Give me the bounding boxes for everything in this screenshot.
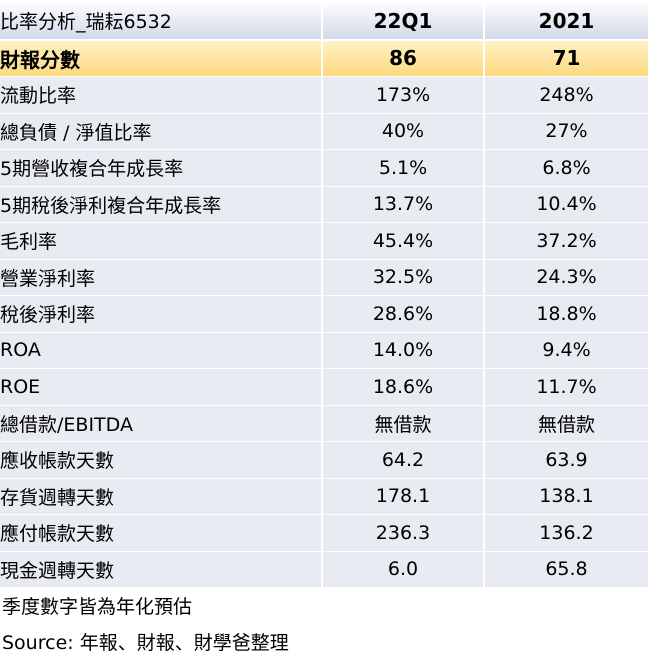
row-label: 流動比率 [0,77,323,114]
row-value-22q1: 173% [323,77,485,114]
row-value-22q1: 28.6% [323,296,485,333]
table-row: 總負債 / 淨值比率 40% 27% [0,113,648,150]
row-value-2021: 11.7% [485,369,648,406]
row-value-2021: 24.3% [485,259,648,296]
row-value-2021: 136.2 [485,515,648,552]
table-row: 總借款/EBITDA 無借款 無借款 [0,405,648,442]
row-value-2021: 63.9 [485,442,648,479]
table-row: 流動比率 173% 248% [0,77,648,114]
source-note: Source: 年報、財報、財學爸整理 [2,632,289,654]
score-row: 財報分數 86 71 [0,40,648,77]
row-label: 應收帳款天數 [0,442,323,479]
row-value-22q1: 178.1 [323,478,485,515]
table-row: 應付帳款天數 236.3 136.2 [0,515,648,552]
row-value-2021: 6.8% [485,150,648,187]
row-value-22q1: 45.4% [323,223,485,260]
table-row: ROE 18.6% 11.7% [0,369,648,406]
row-value-22q1: 236.3 [323,515,485,552]
table-row: 5期稅後淨利複合年成長率 13.7% 10.4% [0,186,648,223]
row-value-2021: 248% [485,77,648,114]
row-label: 總負債 / 淨值比率 [0,113,323,150]
score-value-22q1: 86 [323,40,485,77]
table-row: 現金週轉天數 6.0 65.8 [0,551,648,588]
row-value-22q1: 5.1% [323,150,485,187]
annualized-note: 季度數字皆為年化預估 [2,596,193,618]
table-row: 應收帳款天數 64.2 63.9 [0,442,648,479]
table-row: 5期營收複合年成長率 5.1% 6.8% [0,150,648,187]
row-value-22q1: 64.2 [323,442,485,479]
row-label: 毛利率 [0,223,323,260]
row-value-22q1: 32.5% [323,259,485,296]
row-value-2021: 65.8 [485,551,648,588]
row-value-22q1: 13.7% [323,186,485,223]
row-label: ROE [0,369,323,406]
row-label: 現金週轉天數 [0,551,323,588]
row-value-22q1: 18.6% [323,369,485,406]
table-row: 營業淨利率 32.5% 24.3% [0,259,648,296]
row-value-2021: 9.4% [485,332,648,369]
column-header-2021: 2021 [485,3,648,41]
row-label: ROA [0,332,323,369]
row-value-2021: 18.8% [485,296,648,333]
row-label: 5期稅後淨利複合年成長率 [0,186,323,223]
row-value-2021: 138.1 [485,478,648,515]
row-label: 稅後淨利率 [0,296,323,333]
score-label: 財報分數 [0,40,323,77]
row-value-22q1: 6.0 [323,551,485,588]
row-value-2021: 10.4% [485,186,648,223]
row-value-22q1: 無借款 [323,405,485,442]
row-value-2021: 27% [485,113,648,150]
row-value-2021: 37.2% [485,223,648,260]
row-label: 總借款/EBITDA [0,405,323,442]
row-label: 5期營收複合年成長率 [0,150,323,187]
row-value-22q1: 14.0% [323,332,485,369]
ratio-table: 比率分析_瑞耘6532 22Q1 2021 財報分數 86 71 流動比率 17… [0,3,648,588]
table-row: 稅後淨利率 28.6% 18.8% [0,296,648,333]
column-header-22q1: 22Q1 [323,3,485,41]
row-label: 應付帳款天數 [0,515,323,552]
table-title: 比率分析_瑞耘6532 [0,3,323,41]
row-value-2021: 無借款 [485,405,648,442]
score-value-2021: 71 [485,40,648,77]
table-row: 毛利率 45.4% 37.2% [0,223,648,260]
table-row: 存貨週轉天數 178.1 138.1 [0,478,648,515]
table-header-row: 比率分析_瑞耘6532 22Q1 2021 [0,3,648,41]
table-row: ROA 14.0% 9.4% [0,332,648,369]
row-label: 營業淨利率 [0,259,323,296]
row-label: 存貨週轉天數 [0,478,323,515]
row-value-22q1: 40% [323,113,485,150]
